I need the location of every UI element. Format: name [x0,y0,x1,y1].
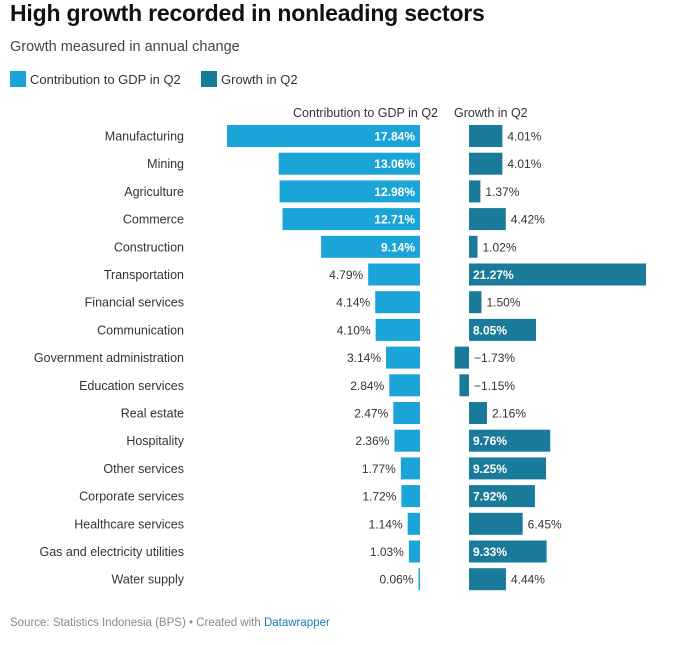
growth-bar-financial-services [469,291,482,314]
contribution-bar-communication [375,318,420,341]
contribution-bar-education-services [389,374,420,397]
category-label-transportation: Transportation [104,268,184,282]
chart-title: High growth recorded in nonleading secto… [10,0,485,26]
growth-value-label-other-services: 9.25% [473,462,507,476]
legend-label-growth: Growth in Q2 [221,72,298,87]
growth-bar-hospitality [469,429,551,452]
growth-value-label-transportation: 21.27% [473,268,514,282]
contribution-bar-mining [278,152,420,175]
datawrapper-link[interactable]: Datawrapper [263,617,330,629]
category-label-hospitality: Hospitality [126,434,184,448]
growth-value-label-agriculture: 1.37% [485,185,519,199]
contribution-value-label-financial-services: 4.14% [336,296,370,310]
category-label-government-administration: Government administration [34,351,184,365]
growth-bar-manufacturing [469,125,503,147]
contribution-bar-other-services [400,457,420,480]
category-label-construction: Construction [114,240,184,254]
growth-bar-healthcare-services [469,512,523,535]
growth-bar-real-estate [469,402,487,424]
growth-value-label-gas-and-electricity-utilities: 9.33% [473,545,507,559]
legend-swatch-contribution [10,71,26,87]
contribution-value-label-corporate-services: 1.72% [362,490,396,504]
growth-value-label-construction: 1.02% [482,240,516,254]
category-label-real-estate: Real estate [121,407,184,421]
growth-value-label-mining: 4.01% [507,157,541,171]
footer: Source: Statistics Indonesia (BPS) • Cre… [10,617,330,629]
column-header-growth: Growth in Q2 [454,106,528,120]
legend-swatch-growth [201,71,217,87]
category-label-mining: Mining [147,157,184,171]
chart-subtitle: Growth measured in annual change [10,39,240,55]
contribution-value-label-government-administration: 3.14% [347,351,381,365]
growth-bar-agriculture [469,180,481,203]
growth-value-label-healthcare-services: 6.45% [528,517,562,531]
growth-value-label-government-administration: −1.73% [474,351,515,365]
contribution-bar-healthcare-services [407,512,420,535]
contribution-value-label-communication: 4.10% [337,323,371,337]
growth-value-label-manufacturing: 4.01% [507,130,541,144]
contribution-value-label-manufacturing: 17.84% [374,130,415,144]
contribution-bar-transportation [368,263,420,286]
contribution-value-label-other-services: 1.77% [362,462,396,476]
contribution-bar-financial-services [375,291,420,314]
growth-bar-transportation [469,263,646,286]
growth-value-label-hospitality: 9.76% [473,434,507,448]
category-label-commerce: Commerce [123,213,184,227]
growth-bar-government-administration [454,346,469,369]
category-label-water-supply: Water supply [112,573,185,587]
category-label-manufacturing: Manufacturing [105,130,184,144]
contribution-value-label-water-supply: 0.06% [379,573,413,587]
growth-bar-other-services [469,457,546,480]
growth-bar-commerce [469,208,506,231]
category-label-communication: Communication [97,323,184,337]
growth-bar-construction [469,235,478,258]
legend-label-contribution: Contribution to GDP in Q2 [30,72,181,87]
contribution-value-label-transportation: 4.79% [329,268,363,282]
contribution-bar-agriculture [279,180,420,203]
category-label-financial-services: Financial services [85,296,184,310]
category-label-other-services: Other services [103,462,184,476]
contribution-value-label-gas-and-electricity-utilities: 1.03% [370,545,404,559]
growth-bar-mining [469,152,503,175]
category-label-corporate-services: Corporate services [79,490,184,504]
contribution-bar-gas-and-electricity-utilities [408,540,420,563]
contribution-bar-government-administration [386,346,420,369]
contribution-value-label-construction: 9.14% [381,240,415,254]
growth-bar-water-supply [469,568,506,591]
growth-value-label-water-supply: 4.44% [511,573,545,587]
growth-value-label-corporate-services: 7.92% [473,490,507,504]
contribution-value-label-real-estate: 2.47% [354,407,388,421]
growth-bar-education-services [459,374,469,397]
source-note: Source: Statistics Indonesia (BPS) • Cre… [10,617,264,629]
contribution-value-label-education-services: 2.84% [350,379,384,393]
contribution-value-label-mining: 13.06% [374,157,415,171]
bar-chart: Contribution to GDP in Q2 Growth in Q2 Man… [34,106,646,591]
growth-value-label-education-services: −1.15% [474,379,515,393]
growth-value-label-commerce: 4.42% [511,213,545,227]
category-label-education-services: Education services [79,379,184,393]
growth-bar-gas-and-electricity-utilities [469,540,547,563]
growth-value-label-communication: 8.05% [473,323,507,337]
contribution-bar-commerce [282,208,420,231]
category-label-healthcare-services: Healthcare services [74,517,184,531]
growth-bar-communication [469,318,536,341]
category-label-agriculture: Agriculture [124,185,184,199]
category-label-gas-and-electricity-utilities: Gas and electricity utilities [39,545,184,559]
contribution-bar-construction [321,235,420,258]
contribution-bar-corporate-services [401,485,420,508]
contribution-value-label-hospitality: 2.36% [355,434,389,448]
contribution-bar-water-supply [418,568,420,591]
contribution-value-label-commerce: 12.71% [374,213,415,227]
contribution-value-label-healthcare-services: 1.14% [369,517,403,531]
contribution-bar-hospitality [394,429,420,452]
contribution-bar-manufacturing [227,125,420,147]
growth-bar-corporate-services [469,485,535,508]
contribution-bar-real-estate [393,402,420,424]
contribution-value-label-agriculture: 12.98% [374,185,415,199]
column-header-contribution: Contribution to GDP in Q2 [293,106,438,120]
growth-value-label-real-estate: 2.16% [492,407,526,421]
growth-value-label-financial-services: 1.50% [486,296,520,310]
